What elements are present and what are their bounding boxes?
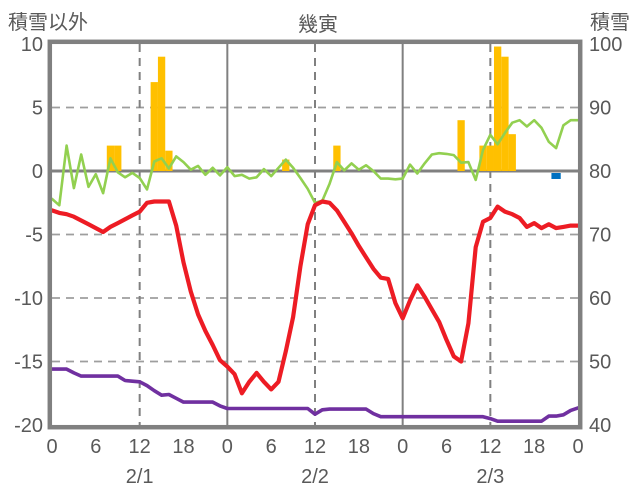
chart-title: 幾寅 — [298, 14, 338, 36]
x-axis-hour-label: 0 — [222, 436, 233, 458]
snow-bar — [479, 145, 487, 171]
left-axis-tick-label: -5 — [25, 225, 43, 247]
x-axis-hour-label: 0 — [397, 436, 408, 458]
snow-bar — [114, 145, 122, 171]
x-axis-hour-label: 6 — [90, 436, 101, 458]
x-axis-date-label: 2/3 — [476, 466, 504, 488]
left-axis-tick-label: 0 — [32, 161, 43, 183]
x-axis-date-label: 2/1 — [126, 466, 154, 488]
snow-bar — [493, 46, 502, 171]
snow-bar — [150, 82, 158, 171]
x-axis-hour-label: 12 — [304, 436, 326, 458]
snow-bar — [165, 150, 173, 171]
snow-bar — [501, 56, 509, 172]
left-axis-title: 積雪以外 — [8, 12, 88, 34]
snow-bar — [282, 159, 290, 171]
snow-bar — [157, 56, 166, 172]
red-line — [49, 199, 581, 396]
x-axis-hour-label: 18 — [523, 436, 545, 458]
x-axis-hour-label: 18 — [172, 436, 194, 458]
plot-border — [47, 39, 583, 430]
left-axis-tick-label: -10 — [14, 288, 43, 310]
x-axis-hour-label: 6 — [266, 436, 277, 458]
right-axis-tick-label: 70 — [589, 225, 611, 247]
purple-line — [50, 367, 580, 424]
snow-bar — [457, 120, 465, 171]
right-axis-tick-label: 60 — [589, 288, 611, 310]
right-axis-title: 積雪 — [590, 12, 630, 34]
right-axis-tick-label: 50 — [589, 352, 611, 374]
left-axis-tick-label: 10 — [21, 34, 43, 56]
x-axis-date-label: 2/2 — [301, 466, 329, 488]
left-axis-tick-label: -20 — [14, 415, 43, 437]
x-axis-hour-label: 18 — [348, 436, 370, 458]
green-line — [50, 118, 580, 207]
x-axis-hour-label: 6 — [441, 436, 452, 458]
right-axis-tick-label: 90 — [589, 98, 611, 120]
snow-bar — [508, 134, 516, 171]
x-axis-hour-label: 12 — [129, 436, 151, 458]
snow-bar — [486, 145, 494, 171]
right-axis-tick-label: 80 — [589, 161, 611, 183]
snow-bar — [333, 145, 341, 171]
x-axis-hour-label: 12 — [479, 436, 501, 458]
x-axis-hour-label: 0 — [46, 436, 57, 458]
left-axis-tick-label: 5 — [32, 98, 43, 120]
right-axis-tick-label: 40 — [589, 415, 611, 437]
blue-bar — [551, 173, 561, 179]
x-axis-hour-label: 0 — [572, 436, 583, 458]
right-axis-tick-label: 100 — [589, 34, 622, 56]
left-axis-tick-label: -15 — [14, 352, 43, 374]
